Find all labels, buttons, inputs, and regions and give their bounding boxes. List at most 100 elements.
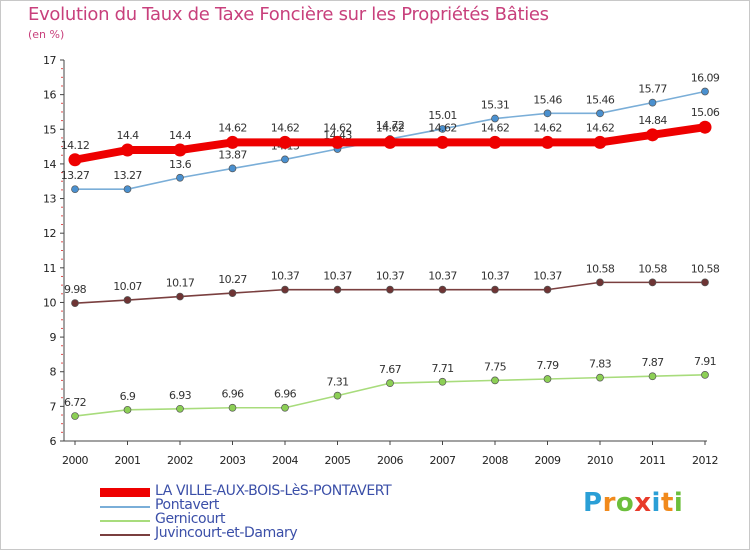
x-tick-label: 2003 (220, 454, 246, 467)
data-point (596, 109, 604, 118)
data-label: 10.37 (376, 270, 405, 283)
data-label: 7.75 (484, 360, 507, 373)
legend-label: Juvincourt-et-Damary (155, 525, 298, 541)
data-label: 15.77 (638, 83, 667, 96)
logo-letter: r (602, 488, 616, 518)
y-unit-label: (en %) (28, 28, 65, 41)
data-label: 14.4 (169, 129, 192, 142)
data-label: 6.96 (221, 388, 244, 401)
x-tick-label: 2010 (587, 454, 613, 467)
legend-label: Gernicourt (155, 511, 226, 527)
y-tick-label: 13 (43, 193, 56, 206)
data-label: 10.37 (428, 270, 457, 283)
data-point (648, 372, 657, 381)
data-label: 14.62 (271, 121, 300, 134)
x-tick-label: 2004 (272, 454, 298, 467)
data-point (648, 278, 657, 287)
data-point (386, 285, 394, 294)
data-label: 15.46 (533, 93, 562, 106)
data-label: 15.31 (481, 99, 510, 112)
data-label: 13.87 (218, 148, 247, 161)
x-tick-label: 2011 (640, 454, 666, 467)
data-point (488, 135, 502, 149)
data-point (123, 296, 132, 304)
data-point (281, 285, 289, 294)
data-label: 14.62 (586, 121, 615, 134)
data-point (281, 155, 289, 164)
y-tick-label: 12 (43, 227, 56, 240)
data-point (698, 120, 712, 134)
data-label: 10.37 (271, 270, 300, 283)
data-label: 7.67 (379, 363, 402, 376)
data-label: 10.58 (638, 262, 667, 275)
x-tick-label: 2002 (167, 454, 193, 467)
y-tick-label: 17 (43, 54, 56, 67)
y-tick-label: 16 (43, 89, 56, 102)
chart-title: Evolution du Taux de Taxe Foncière sur l… (28, 4, 549, 25)
data-point (123, 185, 132, 194)
data-label: 14.4 (116, 129, 139, 142)
y-tick-label: 11 (43, 262, 56, 275)
data-label: 15.06 (691, 106, 720, 119)
data-point (436, 135, 449, 149)
data-label: 15.01 (428, 109, 457, 122)
data-point (228, 403, 237, 412)
legend-label: Pontavert (155, 497, 219, 513)
data-point (228, 289, 237, 297)
data-point (438, 125, 447, 133)
data-point (701, 278, 709, 287)
data-label: 15.46 (586, 93, 615, 106)
data-point (173, 143, 187, 157)
y-tick-label: 7 (50, 400, 57, 413)
data-point (278, 135, 292, 149)
data-point (228, 164, 237, 173)
legend-label: LA VILLE-AUX-BOIS-LèS-PONTAVERT (155, 483, 392, 499)
legend-swatch (100, 520, 150, 522)
data-point (491, 114, 499, 123)
data-label: 14.62 (218, 121, 247, 134)
data-point (491, 376, 499, 385)
data-point (121, 143, 134, 157)
data-point (383, 135, 397, 149)
data-point (281, 403, 289, 412)
data-label: 10.27 (218, 273, 247, 286)
data-point (333, 391, 342, 400)
data-label: 13.27 (113, 169, 142, 182)
x-tick-label: 2006 (377, 454, 403, 467)
data-label: 6.96 (274, 388, 297, 401)
data-label: 14.72 (376, 119, 405, 132)
legend-swatch (100, 506, 150, 508)
data-point (226, 135, 239, 149)
data-label: 6.72 (64, 396, 86, 409)
data-point (123, 405, 132, 414)
x-tick-label: 2009 (535, 454, 561, 467)
data-label: 10.58 (586, 262, 615, 275)
x-tick-label: 2005 (325, 454, 351, 467)
y-tick-label: 6 (50, 435, 57, 448)
x-tick-label: 2007 (430, 454, 456, 467)
data-point (68, 153, 82, 167)
logo-letter: t (660, 488, 674, 518)
data-label: 7.83 (589, 358, 612, 371)
data-label: 10.37 (533, 270, 562, 283)
y-tick-label: 8 (50, 366, 57, 379)
data-point (71, 299, 79, 307)
data-label: 7.71 (431, 362, 453, 375)
data-point (541, 135, 554, 149)
logo-letter: x (634, 488, 652, 518)
y-tick-label: 14 (43, 158, 56, 171)
data-point (596, 278, 604, 287)
data-label: 16.09 (691, 72, 720, 85)
data-point (176, 292, 184, 301)
data-point (701, 87, 709, 96)
logo-letter: P (583, 488, 603, 518)
data-point (331, 135, 344, 149)
logo-letter: o (615, 488, 635, 518)
data-label: 13.27 (61, 169, 90, 182)
logo-letter: i (673, 488, 684, 518)
data-point (438, 377, 447, 386)
data-label: 13.6 (169, 158, 192, 171)
y-tick-label: 9 (50, 331, 57, 344)
